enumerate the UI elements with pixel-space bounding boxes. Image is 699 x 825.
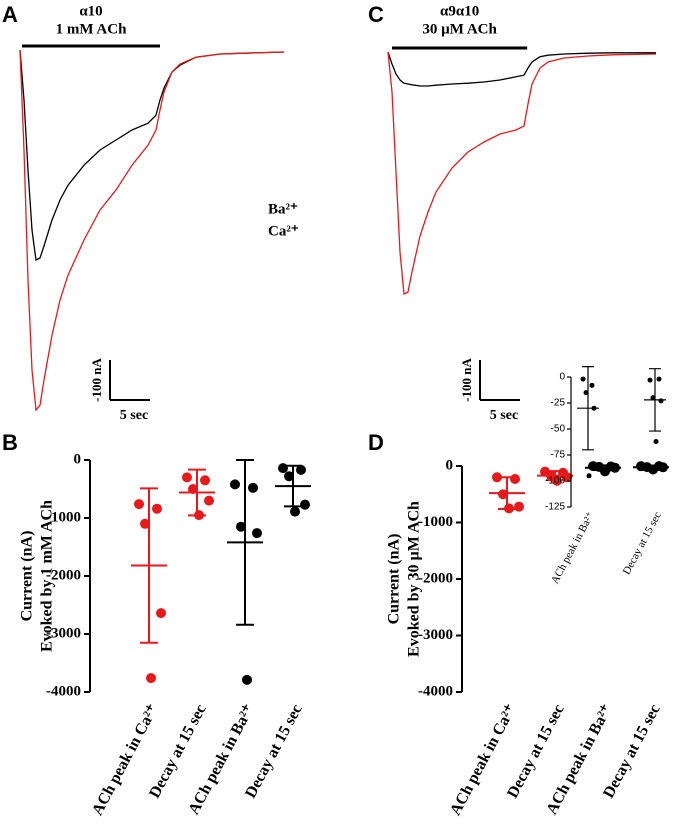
error-bar: [188, 468, 206, 517]
data-point: [284, 471, 294, 482]
y-tick-label: 0: [74, 451, 82, 467]
panel-label: D: [368, 430, 384, 455]
data-point: [236, 521, 246, 532]
data-point: [290, 506, 300, 517]
inset-y-tick-label: -100: [545, 476, 565, 487]
y-axis-label: Current (nA): [386, 534, 403, 625]
panel-label: B: [2, 430, 18, 455]
y-tick-label: -3000: [418, 627, 453, 643]
scale-label-x: 5 sec: [120, 408, 148, 423]
inset-x-tick-label: ACh peak in Ba²⁺: [549, 510, 597, 586]
data-point: [200, 475, 210, 486]
y-tick-label: -4000: [418, 683, 453, 699]
data-point: [278, 463, 288, 474]
scale-label-y: -100 nA: [89, 358, 104, 402]
inset-y-tick-label: -125: [545, 502, 565, 513]
y-tick-label: -1000: [418, 514, 453, 530]
data-point: [498, 489, 508, 500]
data-point: [296, 464, 306, 475]
inset-y-tick-label: 0: [559, 372, 565, 383]
error-bar: [582, 366, 594, 451]
data-point: [230, 479, 240, 490]
error-bar: [649, 368, 661, 432]
y-tick-label: -2000: [46, 567, 81, 583]
data-point: [146, 673, 156, 684]
error-bar: [284, 464, 302, 508]
trace-line: [19, 49, 285, 412]
trace-line: [387, 51, 657, 296]
data-point: [204, 495, 214, 506]
inset-y-tick-label: -75: [551, 450, 566, 461]
trace-line: [387, 51, 656, 87]
data-point: [182, 472, 192, 483]
subtitle: 1 mM ACh: [56, 21, 127, 37]
data-point: [650, 395, 656, 401]
error-bar: [594, 464, 612, 471]
inset-x-tick-label: Decay at 15 sec: [621, 510, 664, 577]
error-bar: [236, 459, 254, 626]
y-axis-label: Evoked by 1 mM ACh: [39, 500, 56, 652]
data-point: [510, 473, 520, 484]
data-point: [134, 499, 144, 510]
data-point: [658, 398, 664, 404]
panel-label: A: [2, 2, 18, 27]
data-point: [514, 501, 524, 512]
data-point: [248, 482, 258, 493]
y-tick-label: -1000: [46, 509, 81, 525]
legend-entry: Ba²⁺: [268, 201, 298, 217]
x-tick-label: ACh peak in Ca²⁺: [89, 702, 162, 819]
data-point: [300, 499, 310, 510]
data-point: [492, 472, 502, 483]
data-point: [653, 438, 659, 444]
x-tick-label: ACh peak in Ca²⁺: [447, 702, 520, 819]
scale-label-y: -100 nA: [459, 358, 474, 402]
error-bar: [642, 464, 660, 470]
data-point: [580, 376, 586, 382]
legend-entry: Ca²⁺: [268, 223, 299, 239]
data-point: [647, 377, 653, 383]
y-tick-label: -4000: [46, 683, 81, 699]
y-axis-label: Current (nA): [19, 531, 36, 622]
data-point: [242, 674, 252, 685]
y-tick-label: -3000: [46, 625, 81, 641]
scale-label-x: 5 sec: [490, 408, 518, 423]
y-tick-label: 0: [446, 457, 454, 473]
data-point: [583, 390, 589, 396]
subtitle: 30 µM ACh: [422, 21, 497, 37]
trace-line: [19, 49, 285, 261]
panel-label: C: [368, 2, 384, 27]
data-point: [252, 528, 262, 539]
inset-y-tick-label: -25: [551, 398, 566, 409]
data-point: [656, 376, 662, 382]
error-bar: [140, 487, 158, 644]
data-point: [152, 503, 162, 514]
data-point: [589, 382, 595, 388]
y-axis-label: Evoked by 30 µM ACh: [406, 501, 423, 657]
y-tick-label: -2000: [418, 570, 453, 586]
title: α10: [79, 3, 102, 19]
data-point: [140, 518, 150, 529]
data-point: [156, 608, 166, 619]
error-bar: [498, 476, 516, 510]
title: α9α10: [440, 3, 479, 19]
inset-y-tick-label: -50: [551, 424, 566, 435]
error-bar: [546, 470, 564, 482]
data-point: [586, 473, 592, 479]
